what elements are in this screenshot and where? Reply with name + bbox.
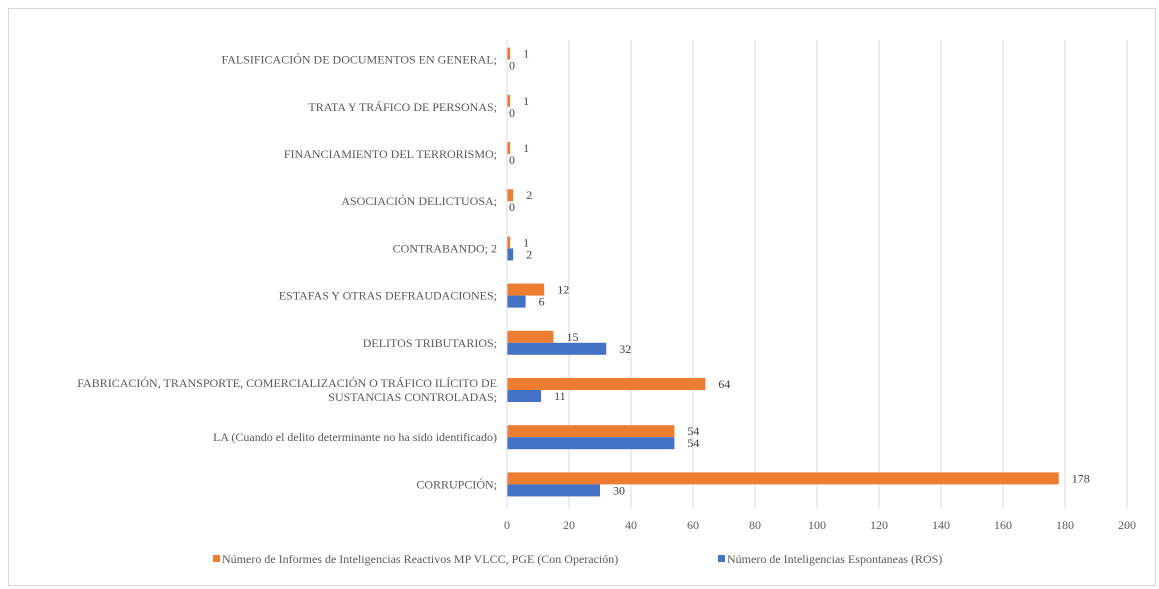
category-label: FINANCIAMIENTO DEL TERRORISMO; xyxy=(284,147,497,161)
data-label-ros: 54 xyxy=(687,436,699,450)
data-label-informes: 2 xyxy=(526,188,532,202)
bar-informes xyxy=(507,425,675,438)
x-tick-label-180: 180 xyxy=(1056,518,1074,532)
category-label: DELITOS TRIBUTARIOS; xyxy=(363,336,497,350)
data-label-ros: 2 xyxy=(526,247,532,261)
x-tick-label-0: 0 xyxy=(504,518,510,532)
bar-informes xyxy=(507,189,514,202)
bar-informes xyxy=(507,236,511,249)
category-label: CORRUPCIÓN; xyxy=(416,477,497,491)
data-label-informes: 12 xyxy=(557,283,569,297)
legend-swatch-ros xyxy=(718,555,725,562)
data-label-informes: 1 xyxy=(523,94,529,108)
bar-ros xyxy=(507,248,514,261)
data-label-informes: 15 xyxy=(567,330,579,344)
data-label-informes: 1 xyxy=(523,141,529,155)
x-tick-label-200: 200 xyxy=(1118,518,1136,532)
legend-label-ros: Número de Inteligencias Espontaneas (ROS… xyxy=(727,552,942,566)
category-label: ASOCIACIÓN DELICTUOSA; xyxy=(341,194,497,208)
bar-informes xyxy=(507,142,511,154)
data-label-ros: 30 xyxy=(613,483,625,497)
bar-ros xyxy=(507,295,526,308)
bar-informes xyxy=(507,283,545,296)
bar-informes xyxy=(507,47,511,60)
category-label: LA (Cuando el delito determinante no ha … xyxy=(213,430,497,444)
chart-frame xyxy=(8,8,1156,586)
bar-informes xyxy=(507,330,554,343)
x-tick-label-60: 60 xyxy=(687,518,699,532)
legend-swatch-informes xyxy=(213,555,220,562)
x-tick-label-80: 80 xyxy=(749,518,761,532)
category-label: TRATA Y TRÁFICO DE PERSONAS; xyxy=(308,100,497,114)
data-label-ros: 0 xyxy=(509,153,515,167)
data-label-ros: 0 xyxy=(509,200,515,214)
bar-informes xyxy=(507,378,706,390)
category-label: FALSIFICACIÓN DE DOCUMENTOS EN GENERAL; xyxy=(221,53,497,67)
category-label: FABRICACIÓN, TRANSPORTE, COMERCIALIZACIÓ… xyxy=(77,376,497,404)
x-tick-label-160: 160 xyxy=(994,518,1012,532)
data-label-ros: 11 xyxy=(554,389,566,403)
bar-ros xyxy=(507,484,600,497)
data-label-ros: 32 xyxy=(619,342,631,356)
category-label: CONTRABANDO; 2 xyxy=(393,241,497,255)
x-tick-label-140: 140 xyxy=(932,518,950,532)
data-label-informes: 1 xyxy=(523,47,529,61)
x-tick-label-20: 20 xyxy=(563,518,575,532)
data-label-informes: 64 xyxy=(718,377,730,391)
data-label-ros: 0 xyxy=(509,59,515,73)
bar-informes xyxy=(507,472,1059,485)
legend-label-informes: Número de Informes de Inteligencias Reac… xyxy=(222,552,618,566)
data-label-ros: 0 xyxy=(509,106,515,120)
data-label-informes: 1 xyxy=(523,235,529,249)
x-tick-label-40: 40 xyxy=(625,518,637,532)
bar-ros xyxy=(507,390,542,402)
data-label-ros: 6 xyxy=(539,295,545,309)
data-label-informes: 54 xyxy=(687,424,699,438)
bar-ros xyxy=(507,437,675,450)
bar-ros xyxy=(507,342,607,355)
bar-informes xyxy=(507,94,511,107)
data-label-informes: 178 xyxy=(1072,471,1090,485)
x-tick-label-120: 120 xyxy=(870,518,888,532)
category-label: ESTAFAS Y OTRAS DEFRAUDACIONES; xyxy=(279,289,497,303)
x-tick-label-100: 100 xyxy=(808,518,826,532)
